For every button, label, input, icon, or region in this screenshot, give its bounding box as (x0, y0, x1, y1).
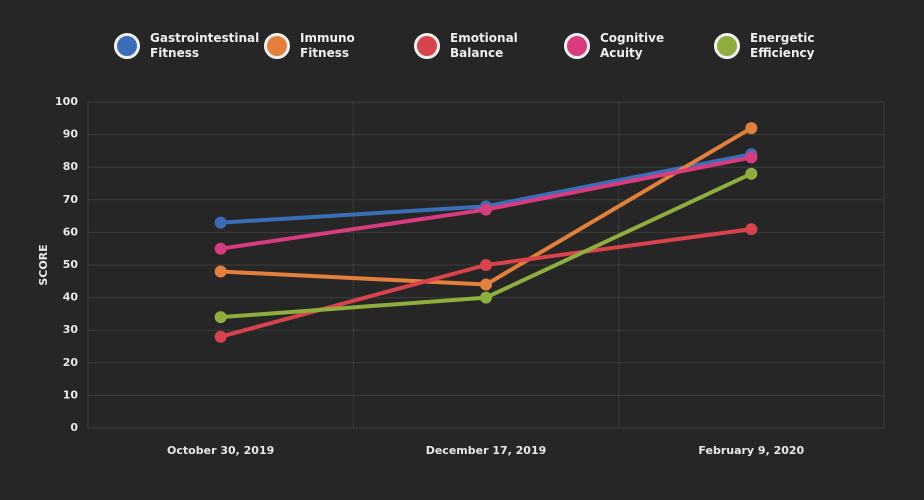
legend-item: Cognitive Acuity (564, 31, 696, 61)
legend-label: Emotional Balance (450, 31, 518, 60)
legend-icon (714, 33, 740, 59)
y-tick-label: 70 (63, 193, 79, 206)
legend-label: Immuno Fitness (300, 31, 355, 60)
y-tick-label: 10 (63, 388, 79, 401)
point (480, 259, 492, 271)
y-axis-label: SCORE (37, 244, 50, 285)
point (480, 291, 492, 304)
x-tick-label: October 30, 2019 (167, 444, 274, 457)
y-tick-label: 90 (63, 128, 79, 141)
legend-icon (114, 33, 140, 59)
point (214, 216, 227, 229)
point (480, 278, 492, 291)
y-tick-label: 20 (63, 356, 79, 369)
y-tick-label: 100 (55, 95, 78, 108)
x-tick-label: February 9, 2020 (698, 444, 804, 457)
point (480, 203, 492, 216)
y-tick-label: 50 (63, 258, 79, 271)
point (214, 311, 227, 324)
legend-item: Immuno Fitness (264, 31, 396, 61)
y-tick-label: 40 (63, 291, 79, 304)
legend-label: Energetic Efficiency (750, 31, 815, 60)
point (214, 330, 227, 343)
y-tick-label: 80 (63, 160, 79, 173)
point (745, 167, 758, 180)
point (745, 122, 758, 135)
legend-item: Emotional Balance (414, 31, 546, 61)
legend-label: Gastrointestinal Fitness (150, 31, 260, 60)
legend-icon (414, 33, 440, 59)
legend-icon (264, 33, 290, 59)
point (214, 265, 227, 278)
y-tick-label: 0 (70, 421, 78, 434)
point (745, 223, 758, 236)
x-tick-label: December 17, 2019 (426, 444, 547, 457)
y-tick-label: 30 (63, 323, 79, 336)
point (745, 151, 758, 164)
point (214, 242, 227, 255)
legend-icon (564, 33, 590, 59)
legend-item: Gastrointestinal Fitness (114, 31, 260, 61)
legend-label: Cognitive Acuity (600, 31, 665, 60)
legend-item: Energetic Efficiency (714, 31, 846, 61)
y-tick-label: 60 (63, 225, 79, 238)
